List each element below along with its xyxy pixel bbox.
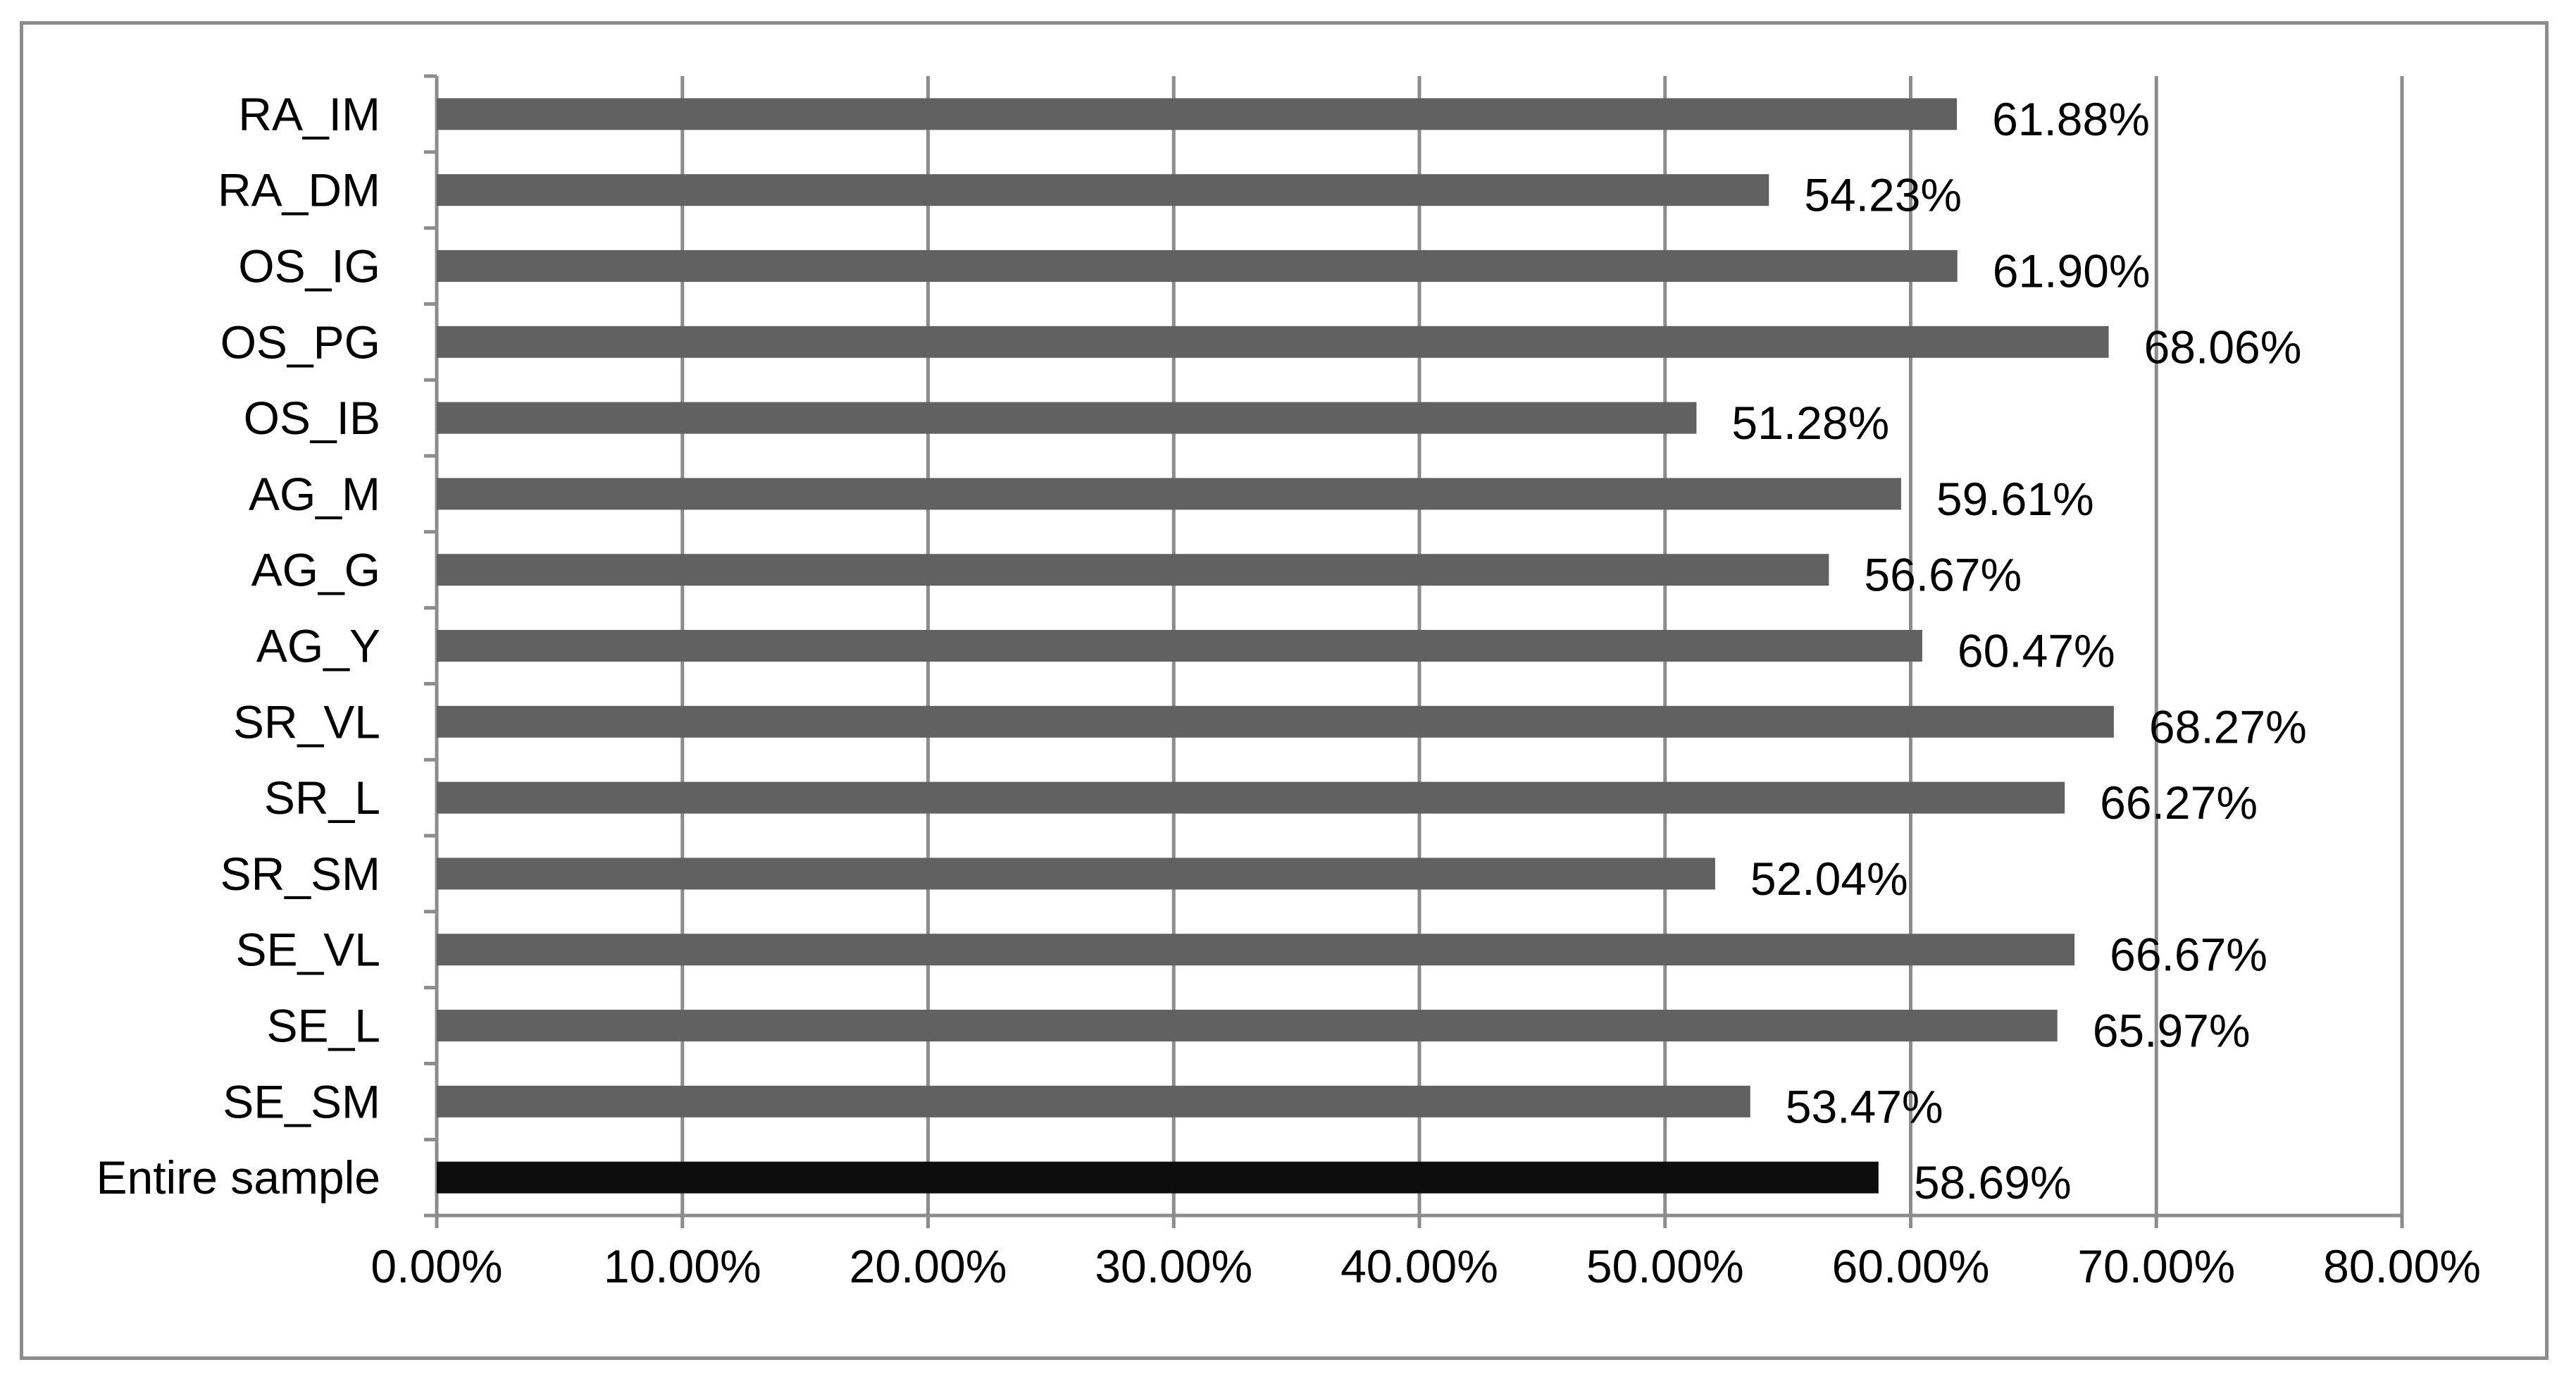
- value-label: 58.69%: [1914, 1156, 2072, 1208]
- x-tick-label: 30.00%: [1095, 1240, 1252, 1292]
- category-label: SE_VL: [236, 924, 380, 976]
- x-tick-label: 0.00%: [371, 1240, 502, 1292]
- category-label: OS_IG: [238, 240, 380, 292]
- labels: 0.00% 10.00% 20.00% 30.00% 40.00% 50.00% 60.00…: [96, 88, 2480, 1292]
- category-label: SE_SM: [223, 1075, 380, 1127]
- bar: [437, 1161, 1879, 1194]
- bar: [437, 1010, 2058, 1041]
- value-label: 61.88%: [1992, 93, 2150, 145]
- category-label: OS_IB: [244, 392, 380, 444]
- bar: [437, 781, 2065, 814]
- value-label: 60.47%: [1958, 625, 2115, 677]
- bar: [437, 174, 1769, 206]
- x-tick-label: 80.00%: [2323, 1240, 2481, 1292]
- x-tick-label: 20.00%: [850, 1240, 1007, 1292]
- bar: [437, 326, 2109, 358]
- value-label: 65.97%: [2093, 1005, 2251, 1057]
- x-tick-label: 70.00%: [2077, 1240, 2235, 1292]
- x-tick-label: 60.00%: [1832, 1240, 1990, 1292]
- category-label: SR_L: [264, 772, 380, 824]
- category-label: RA_DM: [218, 164, 380, 216]
- category-label: AG_Y: [256, 620, 380, 672]
- category-label: OS_PG: [220, 316, 380, 368]
- bar: [437, 554, 1829, 586]
- bar: [437, 98, 1958, 130]
- bar: [437, 1085, 1750, 1118]
- value-label: 56.67%: [1864, 549, 2022, 601]
- value-label: 68.27%: [2149, 700, 2307, 753]
- value-label: 68.06%: [2144, 321, 2302, 373]
- x-tick-label: 40.00%: [1340, 1240, 1498, 1292]
- value-label: 52.04%: [1750, 853, 1908, 905]
- category-label: SR_SM: [220, 848, 380, 900]
- value-label: 54.23%: [1804, 169, 1962, 221]
- bar: [437, 478, 1901, 510]
- bar: [437, 250, 1958, 282]
- x-tick-label: 10.00%: [604, 1240, 761, 1292]
- value-label: 59.61%: [1936, 473, 2094, 525]
- bar: [437, 402, 1697, 434]
- value-label: 66.27%: [2100, 776, 2258, 829]
- x-tick-label: 50.00%: [1586, 1240, 1744, 1292]
- value-label: 61.90%: [1993, 245, 2151, 297]
- bar: [437, 934, 2075, 966]
- category-label: SR_VL: [233, 695, 380, 748]
- bar: [437, 858, 1715, 890]
- category-label: Entire sample: [96, 1151, 380, 1204]
- value-label: 53.47%: [1786, 1080, 1943, 1132]
- category-label: AG_G: [251, 544, 380, 596]
- bar: [437, 705, 2114, 738]
- category-label: SE_L: [267, 1000, 380, 1052]
- category-label: AG_M: [249, 468, 380, 520]
- chart-frame: [20, 21, 2549, 1360]
- category-label: RA_IM: [238, 88, 380, 140]
- value-label: 51.28%: [1731, 397, 1889, 449]
- value-label: 66.67%: [2110, 929, 2267, 981]
- bar: [437, 630, 1922, 662]
- bars: [437, 98, 2114, 1194]
